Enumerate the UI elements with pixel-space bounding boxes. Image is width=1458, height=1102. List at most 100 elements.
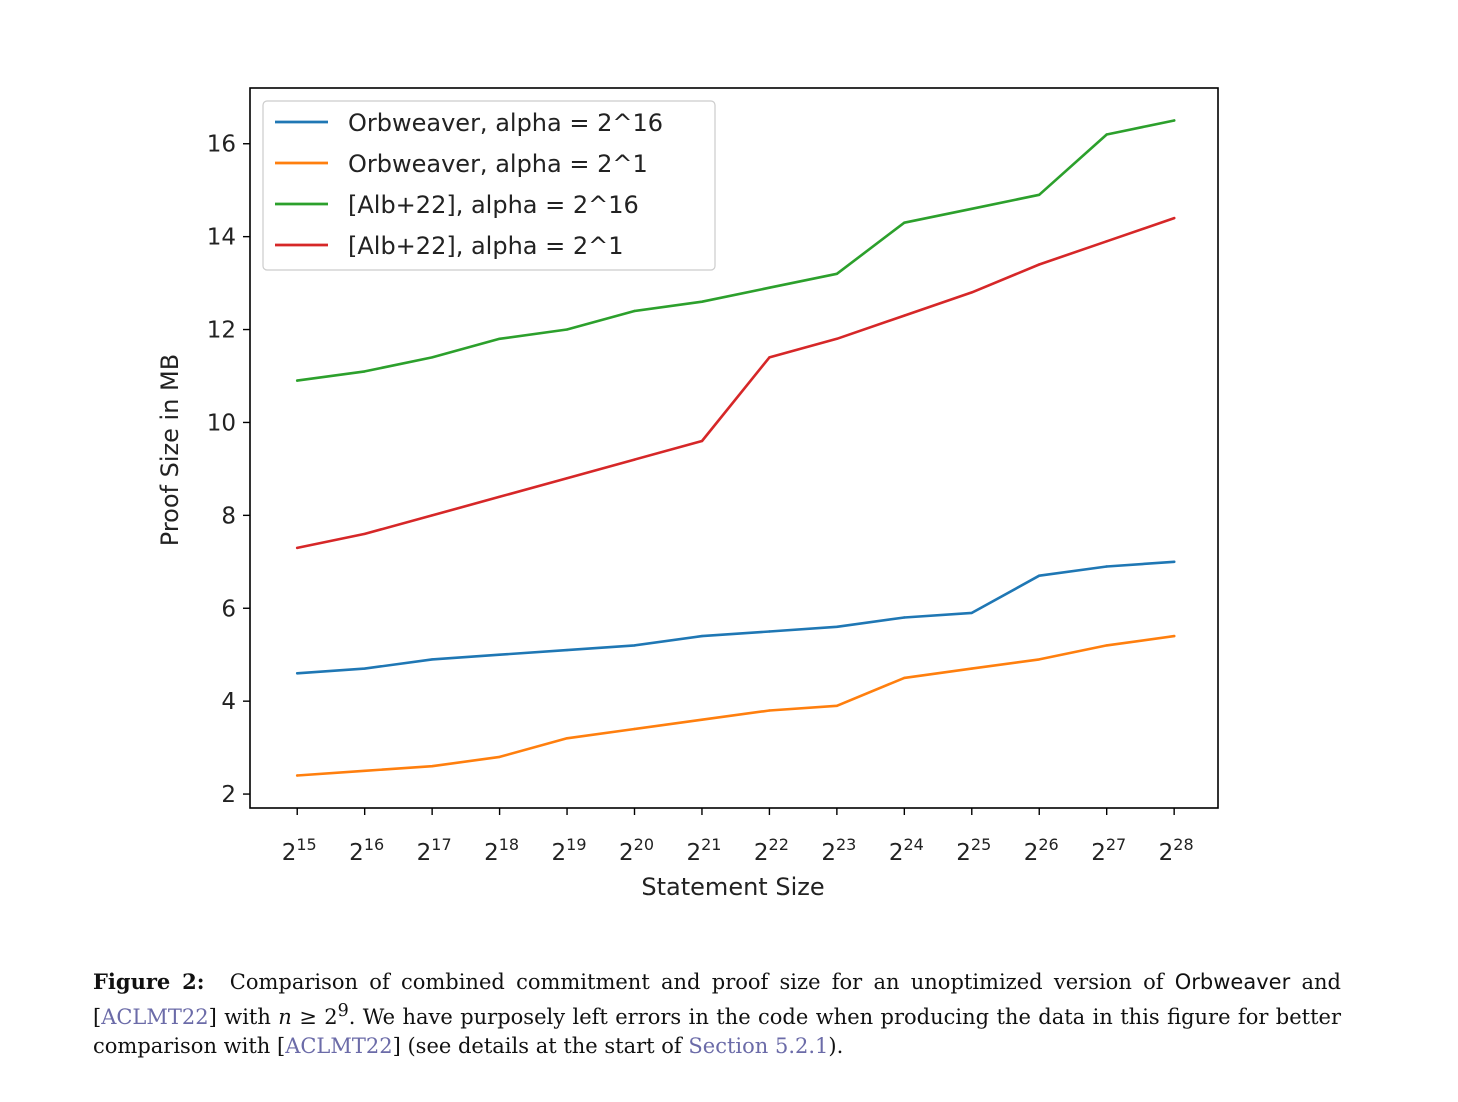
caption-math-n: n (278, 1005, 292, 1029)
data-point (700, 718, 704, 721)
series-2 (295, 634, 1176, 777)
x-tick-label: 225 (956, 835, 991, 866)
data-point (1038, 193, 1041, 196)
data-point (1173, 119, 1176, 122)
data-point (1173, 216, 1176, 220)
data-point (903, 221, 906, 224)
data-point (970, 291, 973, 294)
data-point (1105, 240, 1108, 243)
y-axis-label: Proof Size in MB (156, 354, 184, 546)
y-axis: 2 4 6 8 10 12 14 16 (207, 132, 250, 808)
y-tick-label: 16 (207, 132, 236, 158)
data-point (1173, 560, 1176, 563)
section-link[interactable]: Section 5.2.1 (688, 1034, 829, 1058)
y-tick-label: 6 (221, 596, 236, 622)
legend: Orbweaver, alpha = 2^16 Orbweaver, alpha … (262, 100, 716, 271)
data-point (565, 648, 569, 652)
data-point (498, 653, 501, 656)
series-4 (295, 216, 1176, 550)
series-1 (295, 560, 1176, 675)
data-point (1105, 133, 1108, 136)
caption-label: Figure 2: (93, 969, 205, 994)
x-axis: 215 216 217 218 219 220 221 222 223 224 225 226 227 2… (282, 808, 1194, 866)
y-tick-label: 8 (221, 503, 236, 529)
y-tick-label: 4 (221, 689, 236, 715)
caption-orbweaver: Orbweaver (1174, 970, 1291, 994)
caption-text: ] (see details at the start of (392, 1034, 682, 1058)
y-tick-label: 2 (221, 782, 236, 808)
line-chart: 2 4 6 8 10 12 14 16 215 216 217 218 219 220 221 222 223… (156, 87, 1219, 901)
x-tick-label: 222 (754, 835, 789, 866)
data-point (565, 477, 569, 480)
caption-text: . We have purposely left errors in the c… (93, 1005, 1341, 1058)
data-point (903, 314, 906, 317)
data-point (633, 727, 636, 731)
data-point (1038, 263, 1041, 266)
x-tick-label: 221 (686, 835, 721, 866)
data-point (296, 546, 299, 550)
legend-label: [Alb+22], alpha = 2^1 (348, 232, 624, 260)
data-point (1038, 574, 1041, 577)
legend-label: Orbweaver, alpha = 2^1 (348, 150, 648, 178)
data-point (835, 704, 839, 707)
y-tick-label: 12 (207, 318, 236, 344)
data-point (363, 532, 366, 536)
y-tick-label: 10 (207, 410, 236, 436)
x-tick-label: 224 (889, 835, 924, 866)
legend-entry: Orbweaver, alpha = 2^1 (275, 150, 648, 178)
plot-frame (249, 87, 1219, 809)
caption-math-exponent: 9 (337, 1001, 349, 1021)
x-tick-label: 219 (552, 835, 587, 866)
data-point (296, 379, 299, 382)
x-tick-label: 223 (821, 835, 856, 866)
data-point (970, 611, 973, 615)
data-point (296, 774, 299, 777)
data-point (700, 300, 704, 303)
data-point (363, 667, 366, 670)
data-point (970, 207, 973, 210)
data-point (565, 737, 569, 740)
data-point (498, 755, 501, 759)
data-point (565, 328, 569, 331)
data-point (430, 765, 434, 768)
x-tick-label: 227 (1091, 835, 1126, 866)
figure-caption: Figure 2: Comparison of combined commitm… (93, 967, 1341, 1061)
citation-link-aclmt22[interactable]: ACLMT22 (285, 1034, 393, 1058)
series-3 (295, 119, 1176, 382)
legend-frame (262, 100, 716, 271)
x-tick-label: 226 (1024, 835, 1059, 866)
series-line (295, 560, 1176, 675)
legend-entry: Orbweaver, alpha = 2^16 (275, 109, 663, 137)
data-point (903, 616, 906, 619)
data-point (768, 709, 771, 712)
data-point (700, 439, 704, 443)
legend-entry: [Alb+22], alpha = 2^1 (275, 232, 624, 260)
data-point (363, 370, 366, 373)
series-line (295, 216, 1176, 550)
legend-entry: [Alb+22], alpha = 2^16 (275, 191, 639, 219)
data-point (430, 356, 434, 359)
data-point (430, 514, 434, 517)
data-point (1173, 634, 1176, 638)
data-point (835, 337, 839, 340)
legend-label: [Alb+22], alpha = 2^16 (348, 191, 639, 219)
data-point (1105, 565, 1108, 568)
caption-text: ] with (208, 1005, 271, 1029)
data-point (768, 286, 771, 289)
x-tick-label: 228 (1159, 835, 1194, 866)
data-point (768, 630, 771, 633)
y-tick-label: 14 (207, 225, 236, 251)
x-tick-label: 215 (282, 835, 317, 866)
x-tick-label: 218 (484, 835, 519, 866)
data-point (498, 495, 501, 498)
x-tick-label: 216 (349, 835, 384, 866)
caption-text: Comparison of combined commitment and pr… (229, 970, 1164, 994)
data-point (633, 309, 636, 313)
data-point (970, 667, 973, 670)
data-point (903, 676, 906, 680)
x-axis-label: Statement Size (641, 873, 824, 901)
series-layer (295, 119, 1176, 777)
caption-math: ≥ 2 (299, 1005, 338, 1029)
citation-link-aclmt22[interactable]: ACLMT22 (101, 1005, 209, 1029)
data-point (1038, 658, 1041, 661)
